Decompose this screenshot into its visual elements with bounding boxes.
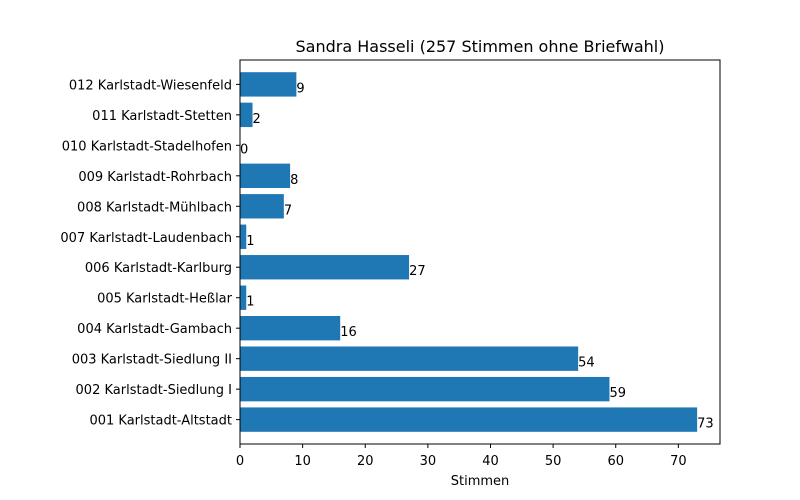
- bar: [240, 194, 284, 219]
- bar: [240, 72, 297, 97]
- bar-value-label: 7: [284, 203, 292, 218]
- y-tick-label: 008 Karlstadt-Mühlbach: [77, 200, 232, 215]
- bar: [240, 407, 698, 432]
- y-tick-label: 010 Karlstadt-Stadelhofen: [62, 139, 232, 154]
- bar-value-label: 1: [246, 295, 254, 310]
- y-tick-label: 007 Karlstadt-Laudenbach: [60, 231, 232, 246]
- bar: [240, 224, 247, 249]
- bars-group: [240, 72, 698, 432]
- x-tick-label: 30: [420, 454, 437, 469]
- y-tick-label: 011 Karlstadt-Stetten: [92, 109, 232, 124]
- x-tick-label: 60: [607, 454, 624, 469]
- bar: [240, 163, 291, 188]
- bar: [240, 376, 610, 402]
- bar-value-label: 59: [609, 386, 626, 401]
- chart-title: Sandra Hasseli (257 Stimmen ohne Briefwa…: [296, 37, 665, 56]
- x-tick-label: 40: [482, 454, 499, 469]
- x-tick-label: 70: [670, 454, 687, 469]
- bar-value-label: 0: [240, 142, 248, 157]
- bar-value-label: 8: [290, 173, 298, 188]
- bar-value-label: 16: [340, 325, 357, 340]
- x-axis-ticks: 0 10 20 30 40 50 60 70: [236, 444, 687, 469]
- bar: [240, 346, 579, 371]
- bar-value-label: 9: [296, 81, 304, 96]
- bar: [240, 285, 247, 310]
- bar-value-label: 73: [697, 417, 714, 432]
- x-axis-title: Stimmen: [451, 474, 510, 489]
- value-labels-group: 73 59 54 16 1 27 1 7 8 02 9: [240, 81, 714, 431]
- bar-value-label: 27: [409, 264, 426, 279]
- bar: [240, 255, 410, 280]
- y-axis-ticks: 001 Karlstadt-Altstadt 002 Karlstadt-Sied…: [60, 78, 240, 429]
- y-tick-label: 001 Karlstadt-Altstadt: [89, 414, 232, 429]
- bar: [240, 102, 253, 128]
- y-tick-label: 012 Karlstadt-Wiesenfeld: [69, 78, 232, 93]
- bar-value-label: 54: [578, 356, 595, 371]
- y-tick-label: 009 Karlstadt-Rohrbach: [78, 170, 232, 185]
- plot-frame: [239, 59, 721, 445]
- x-tick-label: 0: [236, 454, 244, 469]
- y-tick-label: 004 Karlstadt-Gambach: [77, 322, 232, 337]
- bar-value-label: 1: [246, 234, 254, 249]
- y-tick-label: 003 Karlstadt-Siedlung II: [72, 353, 232, 368]
- x-tick-label: 50: [545, 454, 562, 469]
- bar-value-label: 2: [253, 112, 261, 127]
- y-tick-label: 002 Karlstadt-Siedlung I: [76, 383, 232, 398]
- y-tick-label: 005 Karlstadt-Heßlar: [97, 292, 233, 307]
- y-tick-label: 006 Karlstadt-Karlburg: [85, 261, 232, 276]
- x-tick-label: 20: [357, 454, 374, 469]
- bar: [240, 316, 341, 341]
- x-tick-label: 10: [294, 454, 311, 469]
